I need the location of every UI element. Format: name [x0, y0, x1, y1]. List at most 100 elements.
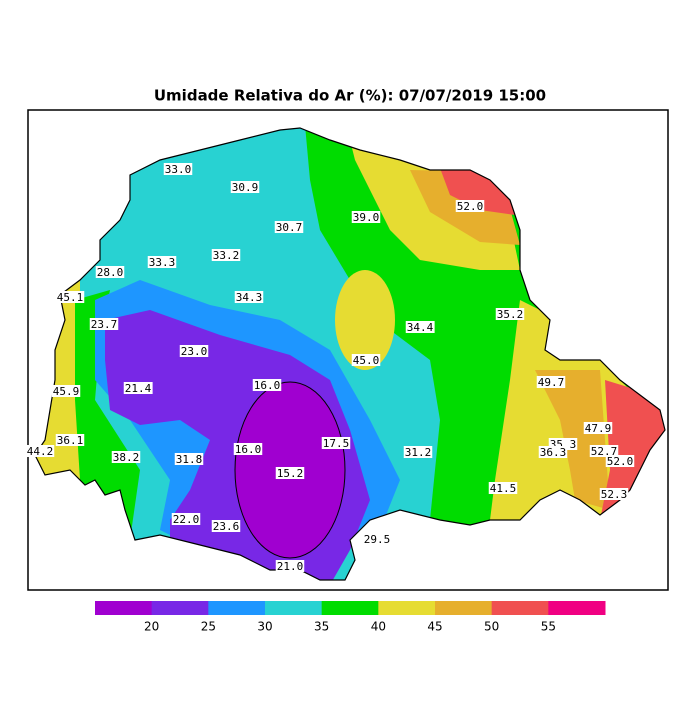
- station: 31.2: [403, 446, 433, 459]
- station-label: 34.4: [407, 321, 434, 334]
- colorbar-swatch: [265, 601, 323, 615]
- station-box: [538, 446, 568, 458]
- station: 36.1: [55, 434, 85, 447]
- station-label: 21.0: [277, 560, 304, 573]
- station-label: 47.9: [585, 422, 612, 435]
- station-label: 52.7: [591, 445, 618, 458]
- station-box: [211, 249, 241, 261]
- station: 17.5: [321, 437, 351, 450]
- colorbar-tick-label: 40: [371, 620, 386, 634]
- station: 23.0: [179, 345, 209, 358]
- station-label: 16.0: [235, 443, 262, 456]
- station: 28.0: [95, 266, 125, 279]
- station-box: [599, 488, 629, 500]
- colorbar-tick-label: 50: [484, 620, 499, 634]
- station-box: [171, 513, 201, 525]
- station: 52.3: [599, 488, 629, 501]
- station-box: [274, 221, 304, 233]
- station-label: 35.2: [497, 308, 524, 321]
- station: 21.0: [275, 560, 305, 573]
- station-box: [55, 434, 85, 446]
- station: 31.8: [174, 453, 204, 466]
- colorbar-tick-label: 35: [314, 620, 329, 634]
- colorbar-swatch: [208, 601, 266, 615]
- station: 45.1: [55, 291, 85, 304]
- station-box: [351, 354, 381, 366]
- station-label: 45.1: [57, 291, 84, 304]
- colorbar-tick-label: 25: [201, 620, 216, 634]
- station: 45.9: [51, 385, 81, 398]
- station-label: 34.3: [236, 291, 263, 304]
- station: 16.0: [252, 379, 282, 392]
- station: 33.0: [163, 163, 193, 176]
- station: 23.6: [211, 520, 241, 533]
- station-box: [123, 382, 153, 394]
- map-title: Umidade Relativa do Ar (%): 07/07/2019 1…: [154, 87, 546, 105]
- colorbar: 20 25 30 35 40 45 50 55: [95, 601, 606, 634]
- colorbar-swatch: [95, 601, 153, 615]
- station-label: 52.0: [457, 200, 484, 213]
- station: 34.4: [405, 321, 435, 334]
- station-label: 41.5: [490, 482, 517, 495]
- station-box: [230, 181, 260, 193]
- station-box: [89, 318, 119, 330]
- station-box: [25, 445, 55, 457]
- station: 39.0: [351, 211, 381, 224]
- station: 49.7: [536, 376, 566, 389]
- colorbar-swatch: [435, 601, 493, 615]
- station-box: [163, 163, 193, 175]
- station-box: [233, 443, 263, 455]
- station: 15.2: [275, 467, 305, 480]
- colorbar-swatch: [491, 601, 549, 615]
- station-box: [275, 467, 305, 479]
- colorbar-tick-label: 20: [144, 620, 159, 634]
- station-box: [351, 211, 381, 223]
- station: 30.9: [230, 181, 260, 194]
- colorbar-swatch: [151, 601, 209, 615]
- station: 36.3: [538, 446, 568, 459]
- station-label: 38.2: [113, 451, 140, 464]
- station-label: 16.0: [254, 379, 281, 392]
- station-label: 33.2: [213, 249, 240, 262]
- station-box: [495, 308, 525, 320]
- station-box: [55, 291, 85, 303]
- station-box: [488, 482, 518, 494]
- station-label: 23.0: [181, 345, 208, 358]
- station-box: [362, 533, 392, 545]
- station-label: 36.3: [540, 446, 567, 459]
- station-box: [403, 446, 433, 458]
- station: 22.0: [171, 513, 201, 526]
- station: 45.0: [351, 354, 381, 367]
- station-box: [211, 520, 241, 532]
- station: 16.0: [233, 443, 263, 456]
- station-label: 39.0: [353, 211, 380, 224]
- station: 52.7: [589, 445, 619, 458]
- station-box: [179, 345, 209, 357]
- station-box: [51, 385, 81, 397]
- station-label: 23.6: [213, 520, 240, 533]
- station-box: [234, 291, 264, 303]
- station-box: [252, 379, 282, 391]
- station-label: 33.0: [165, 163, 192, 176]
- station-box: [605, 455, 635, 467]
- station: 41.5: [488, 482, 518, 495]
- colorbar-swatch: [378, 601, 436, 615]
- colorbar-swatch: [548, 601, 606, 615]
- station: 21.4: [123, 382, 153, 395]
- station-label: 33.3: [149, 256, 176, 269]
- colorbar-swatch: [321, 601, 379, 615]
- station-label: 45.0: [353, 354, 380, 367]
- station: 23.7: [89, 318, 119, 331]
- station-box: [321, 437, 351, 449]
- station-label: 45.9: [53, 385, 80, 398]
- station: 34.3: [234, 291, 264, 304]
- station: 47.9: [583, 422, 613, 435]
- station-label: 30.9: [232, 181, 259, 194]
- station: 52.0: [605, 455, 635, 468]
- station-label: 29.5: [364, 533, 391, 546]
- station-label: 23.7: [91, 318, 118, 331]
- station: 33.2: [211, 249, 241, 262]
- station-labels: 33.0 30.9 30.7 39.0 52.0 33.3 33.2 28.0 45.1 34.3…: [25, 163, 635, 573]
- station-box: [405, 321, 435, 333]
